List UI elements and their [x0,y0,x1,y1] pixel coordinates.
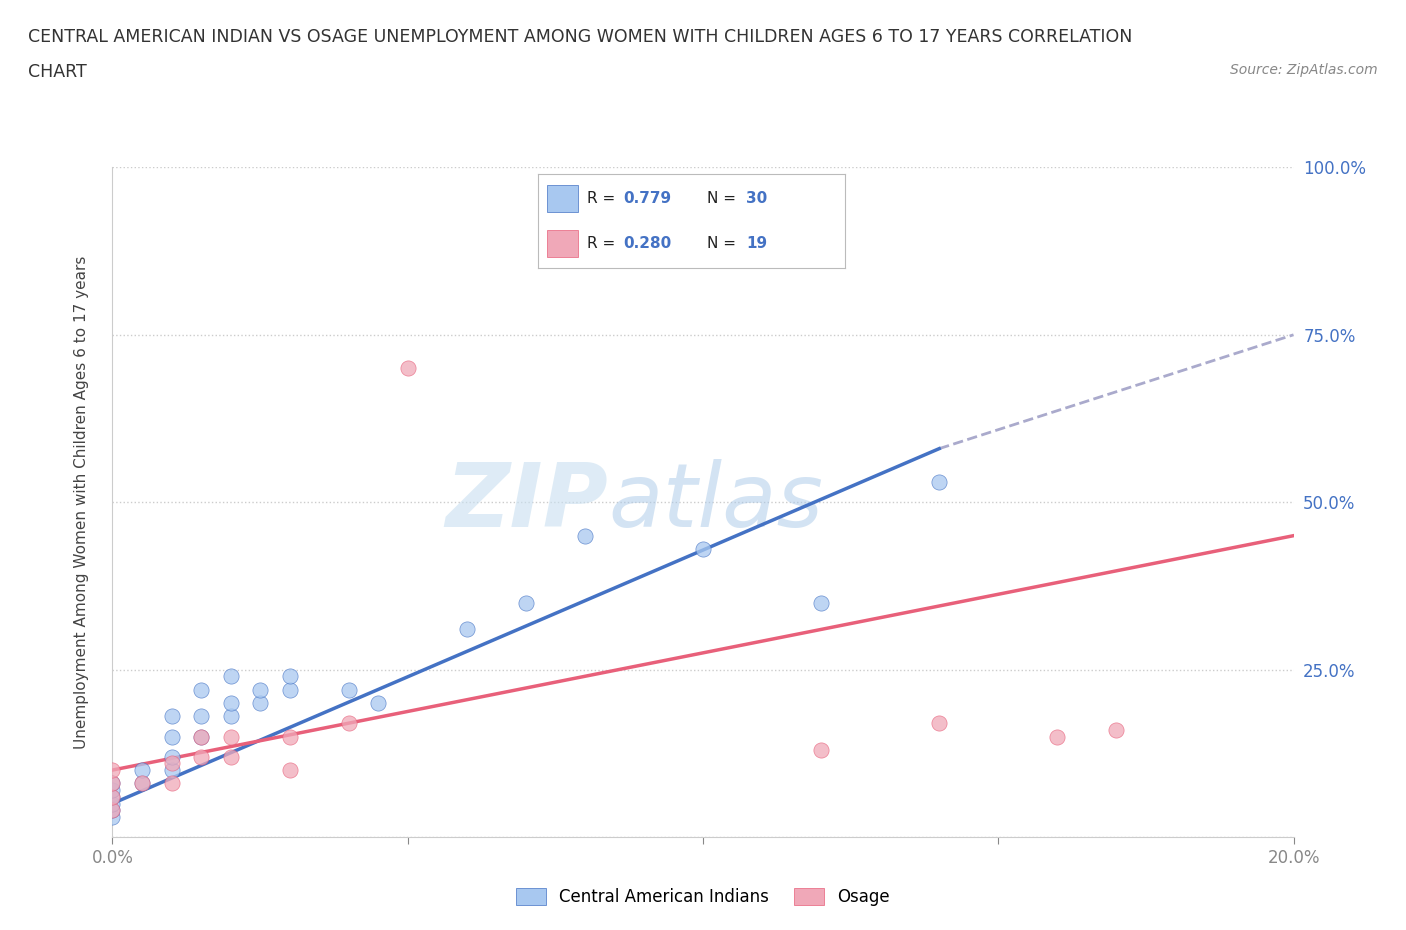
Point [249,683,271,698]
Text: ZIP: ZIP [446,458,609,546]
Point [160,763,183,777]
Point [249,696,271,711]
Point [101,803,124,817]
Point [190,750,212,764]
Point [131,776,153,790]
Point [337,683,360,698]
Point [131,776,153,790]
Point [692,541,714,556]
Point [278,669,301,684]
Point [367,696,389,711]
Point [160,756,183,771]
Text: CHART: CHART [28,63,87,81]
Point [1105,723,1128,737]
Point [456,622,478,637]
Point [928,716,950,731]
Point [101,783,124,798]
Text: Source: ZipAtlas.com: Source: ZipAtlas.com [1230,63,1378,77]
Point [160,729,183,744]
Text: atlas: atlas [609,459,824,545]
Point [219,696,242,711]
Point [190,729,212,744]
Point [515,595,537,610]
Point [101,809,124,824]
Point [810,595,832,610]
Point [574,528,596,543]
Point [337,716,360,731]
Point [190,683,212,698]
Point [101,796,124,811]
Point [396,361,419,376]
Y-axis label: Unemployment Among Women with Children Ages 6 to 17 years: Unemployment Among Women with Children A… [75,256,89,749]
Point [278,763,301,777]
Point [101,776,124,790]
Point [190,709,212,724]
Point [278,683,301,698]
Point [101,803,124,817]
Text: CENTRAL AMERICAN INDIAN VS OSAGE UNEMPLOYMENT AMONG WOMEN WITH CHILDREN AGES 6 T: CENTRAL AMERICAN INDIAN VS OSAGE UNEMPLO… [28,28,1132,46]
Point [101,790,124,804]
Point [219,729,242,744]
Point [131,763,153,777]
Point [101,776,124,790]
Point [160,750,183,764]
Point [219,669,242,684]
Point [219,709,242,724]
Point [278,729,301,744]
Point [928,474,950,489]
Point [810,742,832,757]
Point [160,709,183,724]
Point [101,763,124,777]
Legend: Central American Indians, Osage: Central American Indians, Osage [509,881,897,912]
Point [1046,729,1069,744]
Point [219,750,242,764]
Point [101,790,124,804]
Point [190,729,212,744]
Point [160,776,183,790]
